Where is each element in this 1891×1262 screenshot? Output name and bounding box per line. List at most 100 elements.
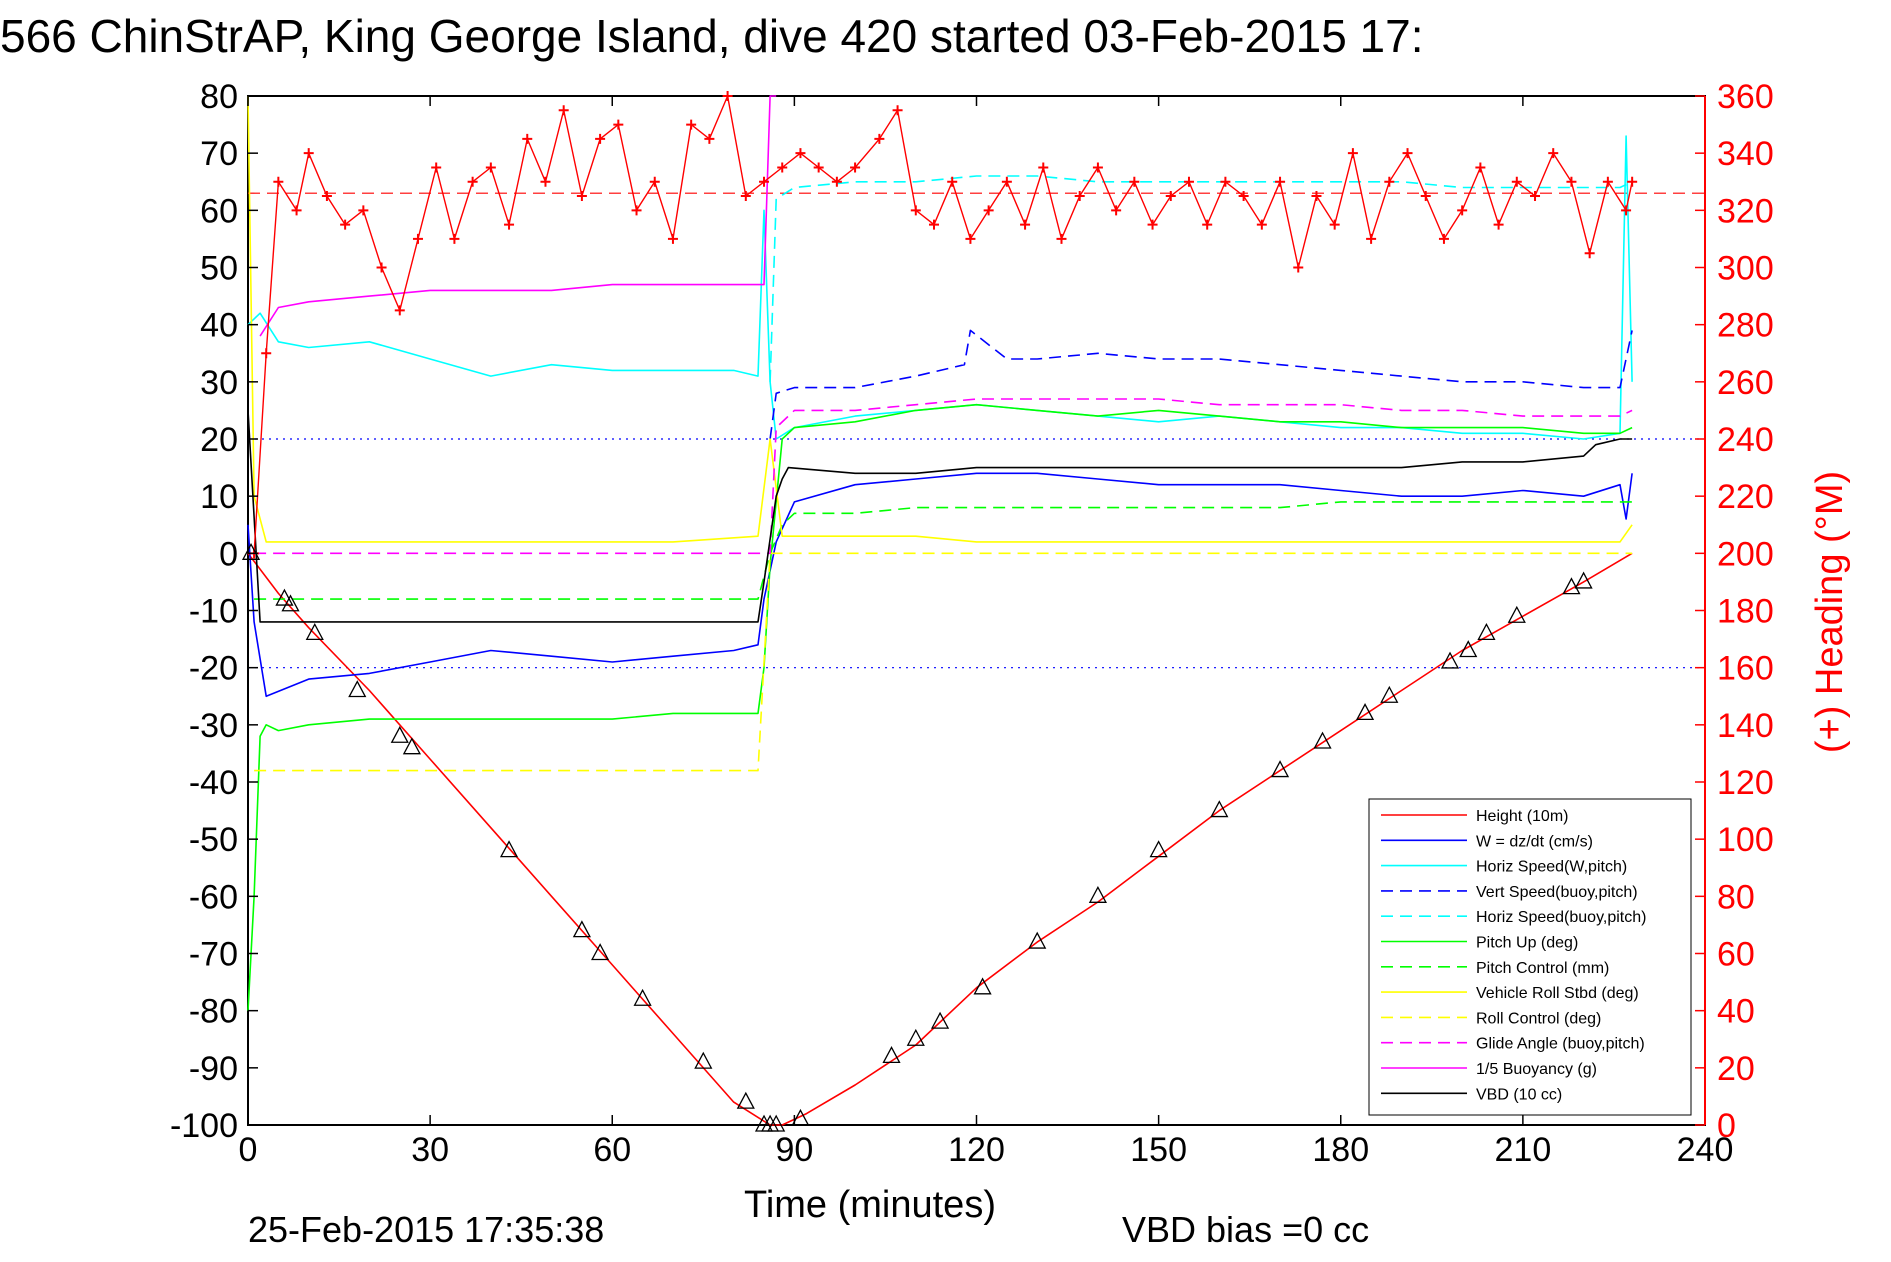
sample-marker [281,594,300,612]
heading-layer [249,91,1638,559]
heading-point [273,176,284,187]
y2-tick-label: 0 [1717,1107,1736,1145]
series-line-3 [769,329,1633,440]
sample-marker [694,1051,713,1069]
legend-label-0: Height (10m) [1476,808,1568,825]
y2-tick-label: 180 [1717,593,1774,631]
heading-point [759,176,770,187]
x-tick-label: 150 [1130,1131,1187,1169]
series-line-2 [247,135,1633,440]
legend-label-5: Pitch Up (deg) [1476,935,1578,952]
sample-marker [1270,760,1290,778]
heading-point [1001,176,1012,187]
x-tick-label: 30 [411,1131,449,1169]
y2-tick-label: 120 [1717,764,1774,802]
heading-point [1202,219,1213,230]
y-tick-label: -80 [189,993,238,1031]
y-tick-label: -10 [189,593,238,631]
heading-point [376,262,387,273]
heading-point [576,191,587,202]
y-tick-label: -50 [189,821,238,859]
heading-point [667,233,678,244]
sample-marker [591,943,610,961]
y-tick-label: -40 [189,764,238,802]
heading-point [1275,176,1286,187]
sample-marker [275,588,294,606]
legend-label-11: VBD (10 cc) [1476,1086,1562,1103]
heading-point [1530,191,1541,202]
sample-marker [633,988,652,1006]
heading-point [412,233,423,244]
sample-marker [1440,651,1460,669]
y-tick-label: 70 [200,135,238,173]
heading-point [1402,148,1413,159]
footer-vbd-bias: VBD bias =0 cc [1122,1209,1369,1250]
sample-marker [736,1091,755,1109]
heading-point [649,176,660,187]
y2-tick-label: 300 [1717,250,1774,288]
sample-marker [1574,571,1593,589]
sample-marker [348,680,367,698]
heading-point [686,119,697,130]
heading-point [1584,248,1595,259]
heading-point [1183,176,1194,187]
footer-timestamp: 25-Feb-2015 17:35:38 [248,1209,604,1250]
heading-point [929,219,940,230]
y-tick-label: 60 [200,192,238,230]
heading-point [1621,205,1632,216]
heading-point [1366,233,1377,244]
heading-point [1627,176,1638,187]
heading-point [965,233,976,244]
legend-label-8: Roll Control (deg) [1476,1010,1601,1027]
sample-marker [791,1108,810,1126]
heading-point [1238,191,1249,202]
y2-axis-label: (+) Heading (°M) [1809,471,1851,753]
heading-point [740,191,751,202]
heading-trace [253,93,1633,554]
heading-point [1111,205,1122,216]
series-line-5 [247,403,1633,1011]
heading-point [1165,191,1176,202]
y2-tick-label: 340 [1717,135,1774,173]
sample-marker [1313,731,1332,749]
sample-marker [1355,703,1375,721]
heading-point [1038,162,1049,173]
y-tick-label: -70 [189,936,238,974]
y2-tick-label: 140 [1717,707,1774,745]
sample-marker [402,737,421,755]
series-line-9 [254,398,1633,555]
x-tick-label: 120 [948,1131,1005,1169]
legend-label-4: Horiz Speed(buoy,pitch) [1476,909,1646,926]
heading-point [558,105,569,116]
heading-point [892,105,903,116]
y-tick-label: -100 [170,1107,238,1145]
y2-tick-label: 320 [1717,192,1774,230]
heading-point [431,162,442,173]
sample-marker [1507,605,1526,623]
series-line-11 [247,410,1633,623]
heading-point [340,219,351,230]
heading-point [1566,176,1577,187]
y2-tick-label: 200 [1717,535,1774,573]
heading-point [540,176,551,187]
sample-marker [305,622,324,641]
sample-marker [1477,622,1496,641]
heading-point [983,205,994,216]
heading-point [1129,176,1140,187]
sample-marker [882,1046,901,1064]
heading-point [1420,191,1431,202]
x-tick-label: 60 [593,1131,631,1169]
legend-label-10: 1/5 Buoyancy (g) [1476,1061,1597,1078]
heading-point [1384,176,1395,187]
heading-point [449,233,460,244]
sample-marker [1088,885,1108,903]
marker-layer [241,542,1593,1132]
y-tick-label: -30 [189,707,238,745]
reference-lines [248,192,1705,669]
x-tick-label: 210 [1495,1131,1552,1169]
heading-point [504,219,515,230]
heading-point [1457,205,1468,216]
y2-tick-label: 100 [1717,821,1774,859]
sample-marker [1210,800,1229,818]
